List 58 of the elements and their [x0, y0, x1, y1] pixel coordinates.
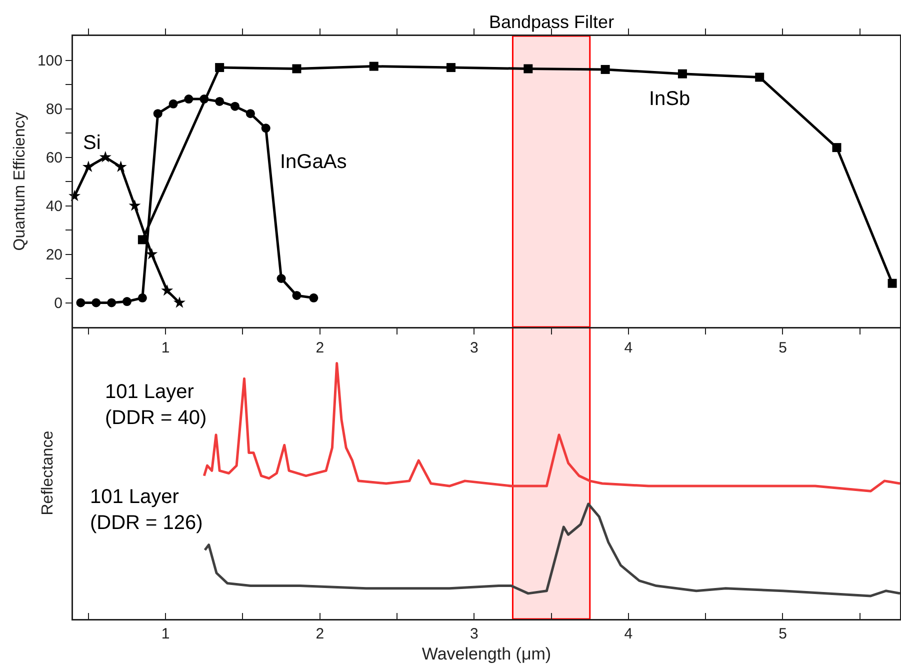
x-tick-label: 5	[778, 626, 787, 642]
point	[600, 64, 610, 74]
point	[678, 69, 687, 78]
y-axis-title: Quantum Efficiency	[12, 112, 29, 251]
x-tick-label: 2	[316, 626, 324, 642]
point	[755, 72, 764, 82]
y-tick-label: 100	[37, 52, 62, 70]
point	[246, 109, 255, 118]
point	[168, 99, 178, 108]
x-tick-label: 4	[624, 626, 633, 642]
y-tick-label: 40	[46, 198, 62, 215]
point	[832, 143, 842, 152]
point	[184, 94, 194, 104]
point	[888, 278, 897, 288]
point	[92, 298, 101, 308]
band-label: Bandpass Filter	[489, 12, 614, 32]
point	[446, 63, 456, 72]
x-axis-title: Wavelength (μm)	[422, 644, 552, 664]
point	[292, 64, 302, 74]
point	[261, 124, 270, 133]
point	[82, 160, 94, 172]
x-tick-label: 3	[470, 626, 478, 642]
point	[99, 150, 112, 162]
point	[107, 298, 116, 308]
series-label: InSb	[649, 88, 690, 110]
x-tick-label: 2	[316, 340, 324, 356]
y-tick-label: 20	[46, 246, 62, 264]
point	[292, 290, 302, 300]
y-tick-label: 60	[46, 150, 62, 166]
point	[138, 235, 147, 244]
point	[114, 160, 127, 172]
point	[215, 63, 224, 72]
point	[524, 64, 533, 74]
x-tick-label: 1	[161, 626, 170, 642]
point	[146, 248, 158, 260]
series-label: Si	[83, 132, 101, 154]
point	[161, 284, 174, 296]
x-tick-label: 3	[470, 340, 478, 356]
y-tick-label: 80	[46, 101, 62, 118]
point	[276, 274, 286, 283]
series-label: 101 Layer (DDR = 126)	[90, 486, 203, 534]
point	[138, 293, 147, 302]
series-label: InGaAs	[280, 151, 347, 173]
point	[173, 296, 186, 308]
point	[153, 109, 162, 118]
point	[369, 62, 378, 71]
point	[128, 199, 141, 211]
x-tick-label: 1	[161, 340, 170, 356]
y-tick-label: 0	[54, 295, 62, 312]
x-tick-label: 4	[624, 340, 633, 356]
x-tick-label: 5	[778, 340, 787, 356]
point	[122, 297, 132, 306]
point	[215, 96, 224, 106]
point	[309, 293, 318, 302]
series-label: 101 Layer (DDR = 40)	[105, 381, 207, 429]
y-axis-title: Reflectance	[40, 430, 57, 516]
point	[76, 298, 86, 308]
point	[230, 102, 240, 111]
